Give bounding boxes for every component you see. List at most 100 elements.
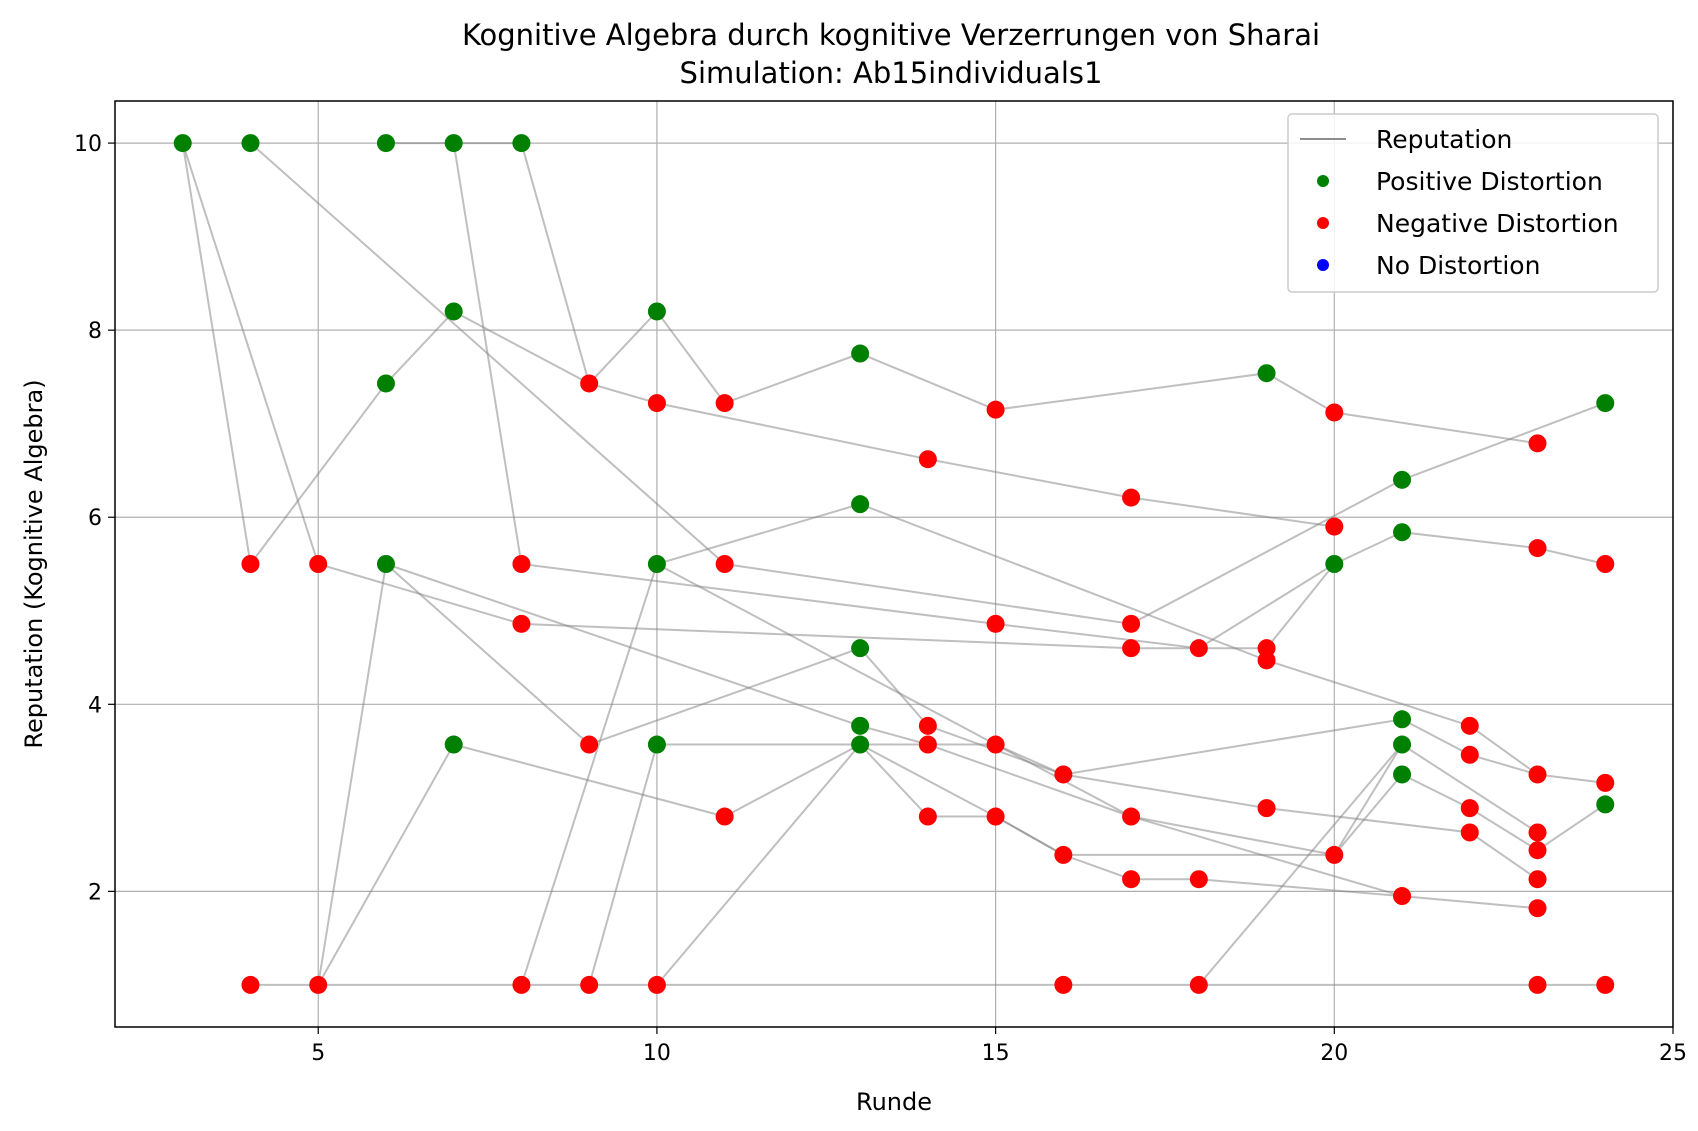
x-axis-label: Runde bbox=[856, 1088, 932, 1116]
negative-distortion-point bbox=[715, 555, 734, 573]
negative-distortion-point bbox=[1189, 975, 1208, 994]
reputation-line bbox=[317, 743, 1403, 986]
y-tick-label: 6 bbox=[88, 506, 102, 531]
negative-distortion-point bbox=[1325, 845, 1344, 864]
x-tick-label: 10 bbox=[643, 1041, 671, 1066]
negative-distortion-point bbox=[1054, 845, 1073, 864]
negative-distortion-point bbox=[1596, 555, 1615, 573]
negative-distortion-point bbox=[512, 614, 531, 633]
y-axis-ticks: 2 4 6 8 10 bbox=[74, 132, 115, 905]
positive-distortion-point bbox=[1393, 735, 1412, 754]
negative-distortion-point bbox=[1528, 899, 1547, 918]
positive-distortion-point bbox=[1393, 710, 1412, 729]
x-tick-label: 15 bbox=[982, 1041, 1010, 1066]
negative-distortion-point bbox=[580, 374, 599, 393]
positive-distortion-point bbox=[851, 735, 870, 754]
negative-distortion-point bbox=[1122, 639, 1141, 658]
negative-distortion-point bbox=[647, 975, 666, 994]
legend-label: Negative Distortion bbox=[1376, 209, 1619, 238]
negative-distortion-point bbox=[918, 716, 937, 735]
negative-distortion-point bbox=[1122, 488, 1141, 507]
negative-distortion-point bbox=[1189, 639, 1208, 658]
positive-distortion-point bbox=[1257, 364, 1276, 383]
reputation-line bbox=[181, 142, 1538, 567]
negative-distortion-point bbox=[986, 807, 1005, 826]
positive-distortion-point bbox=[376, 134, 395, 153]
y-tick-label: 4 bbox=[88, 693, 102, 718]
y-tick-label: 10 bbox=[74, 132, 102, 157]
positive-distortion-point bbox=[444, 735, 463, 754]
chart-title: Kognitive Algebra durch kognitive Verzer… bbox=[462, 18, 1320, 52]
negative-distortion-point bbox=[241, 555, 260, 573]
negative-distortion-point bbox=[1460, 716, 1479, 735]
positive-distortion-point bbox=[1596, 795, 1615, 814]
reputation-line bbox=[1198, 743, 1403, 986]
negative-distortion-point bbox=[1596, 975, 1615, 994]
y-tick-label: 8 bbox=[88, 319, 102, 344]
negative-distortion-point bbox=[918, 807, 937, 826]
y-axis-label: Reputation (Kognitive Algebra) bbox=[20, 379, 48, 748]
negative-distortion-point bbox=[1257, 651, 1276, 670]
negative-distortion-point bbox=[1257, 799, 1276, 818]
positive-distortion-point bbox=[851, 495, 870, 514]
positive-distortion-point bbox=[647, 735, 666, 754]
legend-label: Positive Distortion bbox=[1376, 167, 1603, 196]
negative-distortion-point bbox=[986, 400, 1005, 419]
positive-distortion-point bbox=[851, 716, 870, 735]
positive-distortion-point bbox=[1393, 523, 1412, 542]
negative-distortion-point bbox=[241, 975, 260, 994]
positive-distortion-point bbox=[851, 344, 870, 363]
negative-distortion-point bbox=[512, 555, 531, 573]
negative-distortion-point bbox=[1528, 765, 1547, 784]
negative-distortion-point bbox=[1528, 539, 1547, 558]
positive-distortion-point bbox=[647, 302, 666, 321]
legend: Reputation Positive Distortion Negative Di… bbox=[1287, 113, 1659, 293]
reputation-line bbox=[520, 503, 1539, 986]
negative-distortion-point bbox=[1122, 614, 1141, 633]
negative-distortion-point bbox=[309, 555, 328, 573]
y-tick-label: 2 bbox=[88, 880, 102, 905]
positive-distortion-point bbox=[376, 555, 395, 573]
reputation-line bbox=[656, 563, 1606, 856]
x-tick-label: 25 bbox=[1659, 1041, 1687, 1066]
positive-distortion-point bbox=[647, 555, 666, 573]
negative-distortion-point bbox=[1596, 773, 1615, 792]
positive-distortion-point bbox=[1325, 555, 1344, 573]
negative-distortion-point bbox=[1054, 975, 1073, 994]
negative-distortion-point bbox=[647, 394, 666, 413]
legend-dot-swatch bbox=[1317, 175, 1329, 187]
reputation-line bbox=[385, 563, 1538, 910]
negative-distortion-point bbox=[580, 975, 599, 994]
negative-distortion-point bbox=[580, 735, 599, 754]
negative-distortion-point bbox=[512, 975, 531, 994]
negative-distortion-point bbox=[986, 735, 1005, 754]
legend-label: No Distortion bbox=[1376, 251, 1540, 280]
negative-distortion-point bbox=[1528, 870, 1547, 889]
negative-distortion-point bbox=[1122, 807, 1141, 826]
x-axis-ticks: 5 10 15 20 25 bbox=[311, 1027, 1687, 1066]
negative-distortion-point bbox=[715, 807, 734, 826]
positive-distortion-point bbox=[173, 134, 192, 153]
negative-distortion-point bbox=[1528, 975, 1547, 994]
negative-distortion-point bbox=[1122, 870, 1141, 889]
negative-distortion-point bbox=[1393, 887, 1412, 906]
legend-box bbox=[1287, 113, 1659, 293]
negative-distortion-point bbox=[918, 450, 937, 469]
positive-distortion-point bbox=[444, 134, 463, 153]
negative-distortion-point bbox=[309, 975, 328, 994]
negative-distortion-point bbox=[1528, 434, 1547, 453]
positive-distortion-point bbox=[241, 134, 260, 153]
positive-distortion-point bbox=[444, 302, 463, 321]
negative-distortion-point bbox=[1054, 765, 1073, 784]
negative-distortion-point bbox=[715, 394, 734, 413]
positive-distortion-point bbox=[1596, 394, 1615, 413]
x-tick-label: 20 bbox=[1320, 1041, 1348, 1066]
positive-distortion-point bbox=[1393, 470, 1412, 489]
negative-distortion-point bbox=[1528, 823, 1547, 842]
chart-subtitle: Simulation: Ab15individuals1 bbox=[680, 56, 1103, 90]
positive-distortion-point bbox=[851, 639, 870, 658]
legend-label: Reputation bbox=[1376, 125, 1512, 154]
plot-area-frame bbox=[114, 100, 1674, 1028]
data-points bbox=[173, 134, 1615, 994]
